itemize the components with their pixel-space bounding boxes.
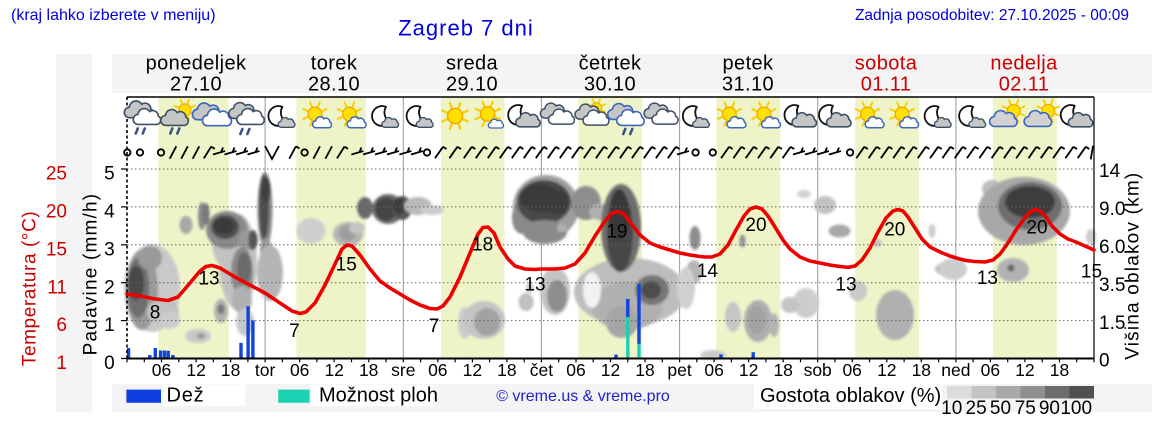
svg-text:20: 20 [1026,217,1047,238]
svg-text:15: 15 [46,239,67,260]
svg-text:20: 20 [46,202,67,223]
svg-text:12: 12 [601,360,620,380]
svg-text:sreda: sreda [446,52,499,74]
svg-text:13: 13 [524,274,545,295]
svg-text:15: 15 [1081,261,1102,282]
svg-text:18: 18 [912,360,931,380]
svg-text:28.10: 28.10 [308,74,360,96]
svg-text:© vreme.us & vreme.pro: © vreme.us & vreme.pro [496,388,670,405]
svg-text:100: 100 [1060,398,1092,419]
svg-text:Možnost ploh: Možnost ploh [319,385,438,407]
svg-text:pet: pet [667,360,691,380]
svg-text:18: 18 [773,360,792,380]
svg-text:06: 06 [842,360,861,380]
svg-text:6: 6 [56,315,67,336]
svg-text:Temperatura (°C): Temperatura (°C) [20,211,41,367]
svg-text:ned: ned [941,360,970,380]
svg-text:11: 11 [47,277,67,298]
svg-text:7: 7 [289,321,300,342]
svg-text:Gostota oblakov (%): Gostota oblakov (%) [760,385,941,407]
svg-text:14: 14 [697,261,719,282]
svg-text:06: 06 [428,360,447,380]
svg-text:6.0: 6.0 [1099,237,1125,258]
svg-text:Zadnja posodobitev: 27.10.2025: Zadnja posodobitev: 27.10.2025 - 00:09 [855,7,1129,24]
svg-text:4: 4 [104,202,115,223]
svg-text:13: 13 [977,268,998,289]
svg-text:9.0: 9.0 [1099,199,1125,220]
svg-text:Višina oblakov (km): Višina oblakov (km) [1123,172,1144,360]
svg-text:13: 13 [198,269,219,290]
svg-text:06: 06 [290,360,309,380]
svg-text:5: 5 [104,164,115,185]
svg-text:50: 50 [990,398,1011,419]
svg-text:Padavine (mm/h): Padavine (mm/h) [81,193,102,356]
svg-text:1.5: 1.5 [1099,313,1125,334]
svg-text:12: 12 [1015,360,1034,380]
svg-text:0: 0 [1099,351,1110,372]
svg-text:20: 20 [884,219,905,240]
svg-text:četrtek: četrtek [579,52,642,74]
svg-text:12: 12 [739,360,758,380]
svg-text:sobota: sobota [855,52,918,74]
svg-text:ponedeljek: ponedeljek [146,52,247,74]
svg-text:30.10: 30.10 [584,74,636,96]
svg-text:13: 13 [835,275,856,296]
svg-text:10: 10 [941,398,962,419]
svg-text:tor: tor [255,360,276,380]
svg-text:29.10: 29.10 [446,74,498,96]
svg-text:7: 7 [429,316,440,337]
svg-text:sre: sre [391,360,415,380]
svg-text:torek: torek [311,52,358,74]
svg-text:18: 18 [1050,360,1069,380]
svg-text:27.10: 27.10 [170,74,222,96]
svg-text:Dež: Dež [167,385,205,407]
svg-text:petek: petek [723,52,775,74]
svg-text:sob: sob [804,360,832,380]
svg-text:02.11: 02.11 [999,74,1050,96]
svg-text:18: 18 [472,235,493,256]
svg-text:75: 75 [1015,398,1036,419]
svg-text:12: 12 [186,360,205,380]
svg-text:25: 25 [966,398,987,419]
svg-text:18: 18 [221,360,240,380]
svg-text:90: 90 [1039,398,1060,419]
svg-text:2: 2 [104,277,115,298]
svg-text:čet: čet [530,360,553,380]
svg-text:20: 20 [745,215,766,236]
svg-text:12: 12 [877,360,896,380]
svg-text:12: 12 [324,360,343,380]
svg-text:06: 06 [704,360,723,380]
svg-text:06: 06 [152,360,171,380]
svg-text:0: 0 [104,353,115,374]
svg-text:1: 1 [104,315,115,336]
svg-text:(kraj lahko izberete v meniju): (kraj lahko izberete v meniju) [11,7,216,24]
svg-text:18: 18 [359,360,378,380]
svg-text:18: 18 [635,360,654,380]
svg-text:06: 06 [566,360,585,380]
svg-text:8: 8 [150,303,161,324]
svg-text:Zagreb 7 dni: Zagreb 7 dni [398,16,534,41]
svg-text:3: 3 [104,239,115,260]
svg-text:06: 06 [981,360,1000,380]
svg-text:1: 1 [56,353,67,374]
svg-text:01.11: 01.11 [861,74,912,96]
svg-text:31.10: 31.10 [722,74,774,96]
svg-text:12: 12 [463,360,482,380]
svg-text:nedelja: nedelja [990,52,1058,74]
svg-text:18: 18 [497,360,516,380]
svg-text:14: 14 [1099,161,1121,182]
svg-text:25: 25 [46,164,67,185]
svg-text:19: 19 [606,222,627,243]
svg-text:3.5: 3.5 [1099,275,1125,296]
svg-text:15: 15 [336,254,357,275]
